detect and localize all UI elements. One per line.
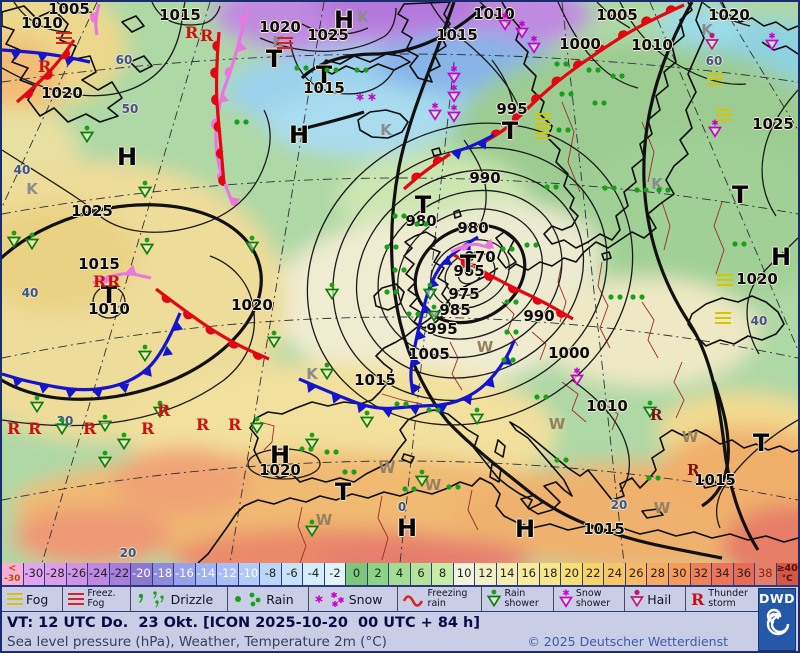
rain-icon — [232, 589, 264, 609]
scale-cell: -10 — [237, 563, 260, 585]
scale-cell: -24 — [87, 563, 109, 585]
scale-cell: 38 — [754, 563, 776, 585]
scale-cell: 16 — [517, 563, 539, 585]
validity-line: VT: 12 UTC Do. 23 Okt. [ICON 2025-10-20 … — [2, 612, 767, 634]
copyright: © 2025 Deutscher Wetterdienst — [527, 634, 728, 649]
fog-icon — [6, 589, 24, 609]
scale-cell: 12 — [474, 563, 496, 585]
scale-cell: 22 — [581, 563, 604, 585]
scale-cell: -16 — [173, 563, 195, 585]
legend-item-rain-shower: Rain shower — [482, 587, 554, 611]
scale-cell: 8 — [431, 563, 453, 585]
country-borders — [259, 101, 725, 563]
scale-cell: -20 — [130, 563, 152, 585]
legend-item-thunderstorm: R Thunder storm — [690, 588, 748, 609]
rain-shower-icon — [486, 589, 502, 609]
legend-item-drizzle: Drizzle — [131, 587, 229, 611]
hail-icon — [629, 589, 645, 609]
legend-item-hail: Hail — [625, 587, 687, 611]
scale-cell: ≥40 °C — [775, 563, 798, 585]
temperature-scale: < -30 -30 -28 -26 -24 -22 -20 -18 -16 -14 -12 -10 -8-… — [2, 563, 798, 587]
drizzle-icon — [135, 588, 169, 610]
legend-item-freezing-fog: Freez. Fog — [63, 587, 131, 611]
scale-cell: -14 — [194, 563, 217, 585]
legend-item-freezing-rain: Freezing rain — [398, 587, 483, 611]
legend-item-rain: Rain — [228, 587, 309, 611]
dwd-logo: DWD — [758, 588, 796, 651]
scale-cell: 20 — [560, 563, 582, 585]
scale-cell: 24 — [603, 563, 625, 585]
legend-item-fog: Fog — [2, 587, 64, 611]
freezing-fog-icon — [67, 589, 85, 609]
scale-cell: 28 — [646, 563, 668, 585]
scale-cell: 26 — [624, 563, 647, 585]
scale-cell: 0 — [345, 563, 367, 585]
scale-cell: -26 — [65, 563, 88, 585]
scale-cell: < -30 — [2, 563, 23, 585]
scale-cell: -12 — [216, 563, 238, 585]
weather-symbol-legend: Fog Freez. Fog Drizzle Rain Snow Freezing rain R… — [2, 587, 762, 612]
legend-item-snow-shower: Snow shower — [554, 587, 626, 611]
scale-cell: -6 — [280, 563, 303, 585]
dwd-spiral-icon — [766, 608, 790, 636]
snow-icon — [313, 589, 347, 609]
legend-item-snow: Snow — [309, 587, 398, 611]
dwd-logo-text: DWD — [758, 591, 796, 606]
scale-cell: -2 — [323, 563, 346, 585]
scale-cell: 36 — [732, 563, 755, 585]
scale-cell: 10 — [452, 563, 475, 585]
surface-analysis-map: 1005 1010 1015 1020 1020 1025 1025 1015 1010 1020… — [2, 2, 798, 565]
scale-cell: 30 — [667, 563, 690, 585]
scale-cell: 14 — [495, 563, 518, 585]
scale-cell: 32 — [689, 563, 712, 585]
freezing-rain-icon — [402, 589, 426, 609]
parameter-line: Sea level pressure (hPa), Weather, Tempe… — [2, 633, 767, 651]
map-background — [2, 2, 798, 563]
scale-cell: 18 — [538, 563, 561, 585]
scale-cell: -28 — [44, 563, 66, 585]
scale-cell: 6 — [409, 563, 432, 585]
scale-cell: -30 — [22, 563, 45, 585]
scale-cell: -4 — [302, 563, 324, 585]
scale-cell: 4 — [388, 563, 410, 585]
scale-cell: -18 — [151, 563, 174, 585]
temperature-field — [2, 2, 798, 563]
scale-cell: 34 — [711, 563, 733, 585]
scale-cell: -22 — [108, 563, 131, 585]
thunderstorm-icon: R — [690, 589, 706, 609]
scale-cell: 2 — [366, 563, 389, 585]
scale-cell: -8 — [259, 563, 281, 585]
snow-shower-icon — [558, 589, 574, 609]
svg-text:R: R — [691, 590, 705, 609]
